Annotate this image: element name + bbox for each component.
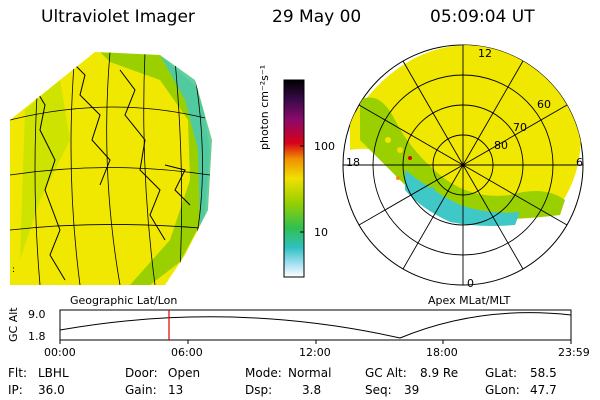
colorbar bbox=[283, 79, 305, 278]
filter-label: Flt: bbox=[8, 366, 27, 380]
dsp-label: Dsp: bbox=[245, 383, 273, 397]
gc-alt-value: 8.9 Re bbox=[420, 366, 459, 380]
mlt-label-0: 0 bbox=[467, 277, 474, 290]
glat-value: 58.5 bbox=[530, 366, 557, 380]
geographic-image: : bbox=[10, 52, 212, 285]
time-tick-0600: 06:00 bbox=[171, 346, 203, 359]
lat-label-70: 70 bbox=[513, 121, 527, 134]
time-label: 05:09:04 UT bbox=[430, 7, 535, 27]
dsp-value: 3.8 bbox=[302, 383, 322, 397]
time-tick-0000: 00:00 bbox=[44, 346, 76, 359]
seq-label: Seq: bbox=[365, 383, 392, 397]
altitude-plot bbox=[59, 309, 572, 344]
altitude-axis-label: GC Alt bbox=[7, 307, 20, 342]
mlt-label-6: 6 bbox=[576, 156, 583, 169]
lat-label-60: 60 bbox=[537, 98, 551, 111]
instrument-title: Ultraviolet Imager bbox=[41, 7, 195, 27]
door-label: Door: bbox=[125, 366, 158, 380]
mlt-label-18: 18 bbox=[346, 156, 360, 169]
ip-value: 36.0 bbox=[38, 383, 65, 397]
colorbar-tick-10: 10 bbox=[314, 226, 328, 239]
glon-value: 47.7 bbox=[530, 383, 557, 397]
colorbar-tick-100: 100 bbox=[314, 140, 335, 153]
svg-text::: : bbox=[12, 265, 15, 275]
time-tick-1800: 18:00 bbox=[426, 346, 458, 359]
mode-label: Mode: bbox=[245, 366, 282, 380]
gc-alt-label: GC Alt: bbox=[365, 366, 407, 380]
altitude-tick-low: 1.8 bbox=[28, 330, 46, 343]
gain-value: 13 bbox=[168, 383, 184, 397]
filter-value: LBHL bbox=[38, 366, 69, 380]
polar-panel-label: Apex MLat/MLT bbox=[428, 294, 511, 307]
date-label: 29 May 00 bbox=[272, 7, 362, 27]
seq-value: 39 bbox=[404, 383, 420, 397]
door-value: Open bbox=[168, 366, 201, 380]
polar-image bbox=[342, 44, 584, 286]
mode-value: Normal bbox=[288, 366, 332, 380]
gain-label: Gain: bbox=[125, 383, 157, 397]
altitude-curve bbox=[59, 312, 572, 339]
glon-label: GLon: bbox=[485, 383, 520, 397]
time-tick-2359: 23:59 bbox=[558, 346, 590, 359]
colorbar-unit-label: photon cm⁻²s⁻¹ bbox=[258, 64, 271, 150]
mlt-label-12: 12 bbox=[478, 47, 492, 60]
ip-label: IP: bbox=[8, 383, 23, 397]
time-tick-1200: 12:00 bbox=[299, 346, 331, 359]
altitude-tick-high: 9.0 bbox=[28, 308, 46, 321]
lat-label-80: 80 bbox=[494, 139, 508, 152]
glat-label: GLat: bbox=[485, 366, 518, 380]
geo-panel-label: Geographic Lat/Lon bbox=[70, 294, 178, 307]
